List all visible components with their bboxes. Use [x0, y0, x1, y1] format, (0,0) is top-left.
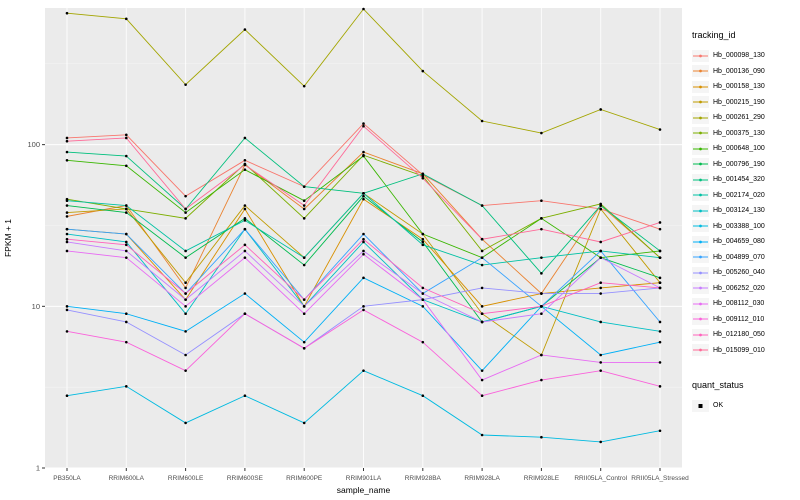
legend-key-swatch: [692, 328, 709, 341]
legend-item: Hb_000796_190: [692, 157, 800, 173]
x-tick-label: RRIM600LE: [168, 475, 204, 482]
legend-label: Hb_001454_320: [713, 176, 765, 184]
legend-label: Hb_004899_070: [713, 253, 765, 261]
legend-label: Hb_002174_020: [713, 191, 765, 199]
legend-item: Hb_000158_130: [692, 79, 800, 95]
legend-label: Hb_012180_050: [713, 331, 765, 339]
legend-key-swatch: [692, 158, 709, 171]
legend-key-swatch: [692, 96, 709, 109]
legend-item: Hb_003124_130: [692, 203, 800, 219]
legend-key-swatch: [692, 173, 709, 186]
legend-item: Hb_000098_130: [692, 48, 800, 64]
legend-key-swatch: [692, 220, 709, 233]
x-axis-label: sample_name: [337, 485, 391, 495]
legend-item: Hb_012180_050: [692, 327, 800, 343]
legend-label: Hb_008112_030: [713, 300, 765, 308]
x-tick-label: RRIM600PE: [286, 475, 323, 482]
axes: 1 10 100 PB350LA RRIM600LA RRIM600LE RRIM600SE…: [3, 140, 689, 495]
x-tick-label: RRII05LA_Control: [574, 475, 627, 482]
legend-item: Hb_000136_090: [692, 64, 800, 80]
legend-key-swatch: [692, 142, 709, 155]
chart-area: 1 10 100 PB350LA RRIM600LA RRIM600LE RRIM600SE…: [3, 7, 689, 495]
y-axis-label: FPKM + 1: [3, 219, 13, 257]
legend-label: Hb_000136_090: [713, 67, 765, 75]
legend-key-swatch: [692, 49, 709, 62]
legend-item: Hb_009112_010: [692, 312, 800, 328]
legend-item: Hb_000215_190: [692, 95, 800, 111]
x-tick-label: PB350LA: [53, 475, 81, 482]
x-tick-label: RRII05LA_Stressed: [631, 475, 689, 482]
legend-key-swatch: [692, 297, 709, 310]
x-tick-label: RRIM928LE: [524, 475, 560, 482]
legend-key-swatch: [692, 313, 709, 326]
quant-legend-item: OK: [692, 398, 800, 414]
legend-item: Hb_001454_320: [692, 172, 800, 188]
legend-key-swatch: [692, 251, 709, 264]
legend-key-swatch: [692, 282, 709, 295]
legend-item: Hb_000375_130: [692, 126, 800, 142]
legend-label: Hb_000158_130: [713, 83, 765, 91]
x-tick-label: RRIM901LA: [346, 475, 382, 482]
legend-item: Hb_000648_100: [692, 141, 800, 157]
legend-label: Hb_000215_190: [713, 98, 765, 106]
legend-item: Hb_008112_030: [692, 296, 800, 312]
legend-item: Hb_005260_040: [692, 265, 800, 281]
legend-key-swatch: [692, 65, 709, 78]
x-tick-label: RRIM600LA: [109, 475, 145, 482]
legend-key-swatch: [692, 235, 709, 248]
chart-panel: 1 10 100 PB350LA RRIM600LA RRIM600LE RRIM600SE…: [3, 7, 689, 495]
legend-label: Hb_003388_100: [713, 222, 765, 230]
legend-label: Hb_006252_020: [713, 284, 765, 292]
legend-title: tracking_id: [692, 30, 736, 40]
legend-label: Hb_000098_130: [713, 52, 765, 60]
legend-label: Hb_015099_010: [713, 346, 765, 354]
quant-legend-title: quant_status: [692, 380, 744, 390]
legend-item: Hb_015099_010: [692, 343, 800, 359]
legend-key-swatch: [692, 204, 709, 217]
legend-item: Hb_006252_020: [692, 281, 800, 297]
quant-legend-items: OK: [692, 398, 800, 414]
x-tick-label: RRIM928BA: [405, 475, 442, 482]
legend-key-swatch: [692, 111, 709, 124]
data-points: [65, 7, 662, 444]
legend-key-swatch: [692, 189, 709, 202]
legend-label: Hb_005260_040: [713, 269, 765, 277]
legend-key-swatch: [692, 80, 709, 93]
legend-item: Hb_004659_080: [692, 234, 800, 250]
x-tick-label: RRIM928LA: [464, 475, 500, 482]
legend-label: Hb_000261_290: [713, 114, 765, 122]
y-tick-label: 1: [36, 464, 40, 473]
y-tick-label: 100: [27, 140, 40, 149]
legend-item: Hb_002174_020: [692, 188, 800, 204]
legend-key-swatch: [692, 266, 709, 279]
legend-label: Hb_009112_010: [713, 315, 765, 323]
legend-label: Hb_000375_130: [713, 129, 765, 137]
legend-item: Hb_003388_100: [692, 219, 800, 235]
quant-key-swatch: [692, 399, 709, 412]
y-tick-label: 10: [32, 302, 40, 311]
legend-label: Hb_000796_190: [713, 160, 765, 168]
legend-label: Hb_004659_080: [713, 238, 765, 246]
legend-item: Hb_000261_290: [692, 110, 800, 126]
quant-legend-label: OK: [713, 402, 724, 410]
legend-label: Hb_003124_130: [713, 207, 765, 215]
legend-item: Hb_004899_070: [692, 250, 800, 266]
x-tick-label: RRIM600SE: [227, 475, 264, 482]
legend-key-swatch: [692, 127, 709, 140]
legend-label: Hb_000648_100: [713, 145, 765, 153]
legend-key-swatch: [692, 344, 709, 357]
legend-items: Hb_000098_130 Hb_000136_090 Hb_000158_130 H…: [692, 48, 800, 358]
legend: tracking_id Hb_000098_130 Hb_000136_090 Hb…: [690, 0, 800, 500]
